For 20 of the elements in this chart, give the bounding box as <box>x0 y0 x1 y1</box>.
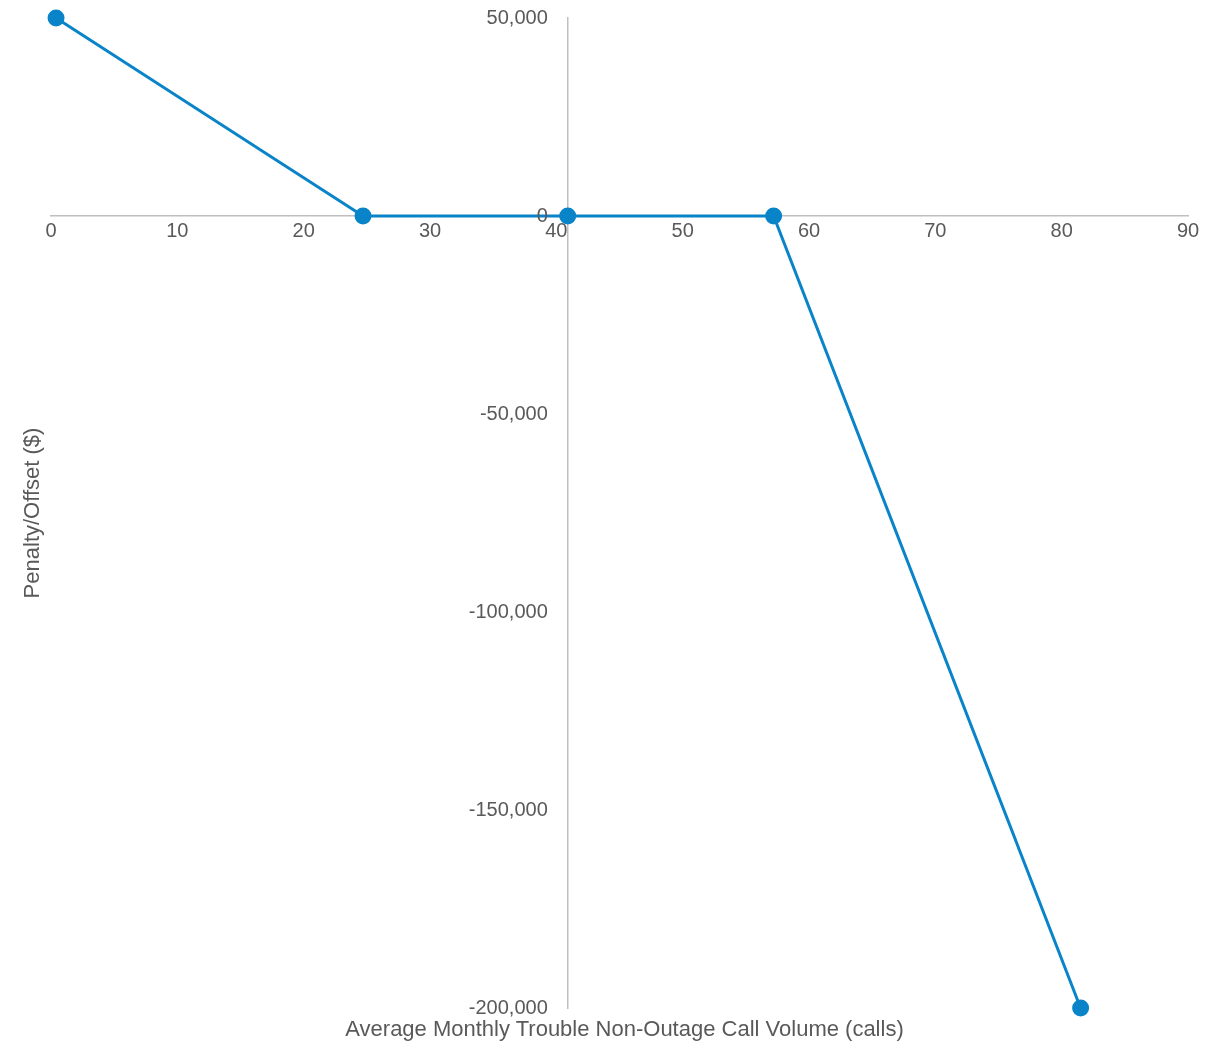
point <box>765 207 783 225</box>
x-tick-label: 20 <box>292 218 315 241</box>
x-tick-label: 10 <box>166 218 189 241</box>
x-tick-label: 70 <box>924 218 947 241</box>
y-tick-label: -50,000 <box>479 401 548 424</box>
x-tick-label: 30 <box>418 218 442 241</box>
x-axis-title: Average Monthly Trouble Non-Outage Call Volume (calls) <box>345 1016 904 1042</box>
point <box>1072 999 1090 1017</box>
y-tick-label: -150,000 <box>468 797 548 820</box>
point <box>47 9 65 27</box>
x-tick-label: 60 <box>797 218 821 241</box>
point <box>354 207 372 225</box>
y-tick-label: -200,000 <box>468 995 548 1018</box>
x-tick-label: 0 <box>45 218 57 241</box>
y-tick-label: -100,000 <box>468 599 548 622</box>
x-tick-label: 80 <box>1050 218 1073 241</box>
y-tick-label: 50,000 <box>486 5 548 28</box>
x-tick-label: 50 <box>671 218 694 241</box>
x-tick-label: 90 <box>1176 218 1200 241</box>
y-axis-title: Penalty/Offset ($) <box>19 427 45 599</box>
